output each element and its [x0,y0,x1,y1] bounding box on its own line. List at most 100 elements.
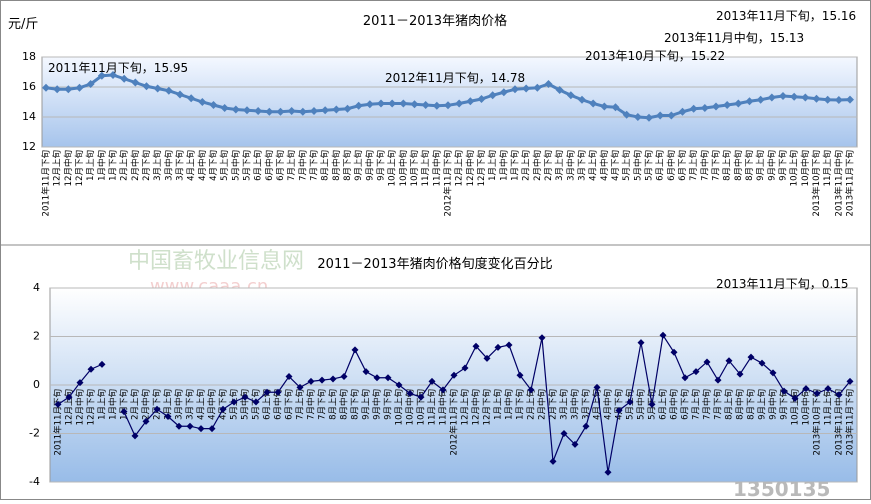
data-point [538,334,546,342]
data-point [142,417,150,425]
annotation: 2011年11月下旬，15.95 [48,61,188,75]
data-point [725,357,733,365]
data-point [450,371,458,379]
x-tick-label: 2013年11月中旬 [834,389,845,455]
data-point [689,104,698,113]
data-point [197,425,205,433]
x-tick-label: 12月下旬 [476,150,487,186]
x-tick-label: 2013年10月下旬 [811,150,822,216]
data-point [767,93,776,102]
x-tick-label: 7月上旬 [688,150,699,181]
x-tick-label: 3月下旬 [577,150,588,181]
data-point [362,368,370,376]
x-tick-label: 9月下旬 [376,150,387,181]
x-tick-label: 9月下旬 [383,389,394,420]
data-point [365,100,374,109]
x-tick-label: 6月上旬 [262,389,273,420]
data-point [209,101,218,109]
x-tick-label: 3月上旬 [152,150,163,181]
x-tick-label: 11月中旬 [438,389,449,425]
x-tick-label: 10月中旬 [801,389,812,425]
x-tick-label: 6月上旬 [655,150,666,181]
data-point [252,398,260,406]
x-tick-label: 8月下旬 [746,389,757,420]
x-tick-label: 2月下旬 [141,150,152,181]
x-tick-label: 3月中旬 [174,389,185,420]
x-tick-label: 2011年11月下旬 [53,389,64,455]
x-tick-label: 8月中旬 [733,150,744,181]
data-point [560,430,568,437]
data-point [406,389,414,397]
data-point [477,95,486,103]
data-point [439,386,447,394]
data-point [703,358,711,366]
data-point [756,95,765,104]
data-point [589,99,598,108]
data-point [395,381,403,389]
x-tick-label: 10月上旬 [394,389,405,425]
x-tick-label: 7月上旬 [295,389,306,420]
data-point [187,94,196,103]
data-point [813,389,821,397]
x-tick-label: 10月中旬 [800,150,811,186]
watermark: 中国畜牧业信息网 [128,249,304,274]
data-point [175,422,183,430]
data-point [310,107,318,115]
data-point [516,371,524,379]
x-tick-label: 7月下旬 [713,389,724,420]
data-point [527,386,535,394]
x-tick-label: 8月中旬 [735,389,746,420]
y-tick-label: 0 [33,378,40,391]
x-tick-label: 8月上旬 [328,389,339,420]
x-tick-label: 2013年11月下旬 [845,389,856,455]
x-tick-label: 7月中旬 [306,389,317,420]
x-tick-label: 12月上旬 [454,150,465,186]
data-point [835,391,843,399]
x-tick-label: 10月中旬 [405,389,416,425]
x-tick-label: 7月中旬 [699,150,710,181]
x-tick-label: 4月中旬 [603,389,614,420]
x-tick-label: 6月上旬 [658,389,669,420]
y-axis-label: 元/斤 [8,17,38,32]
data-point [285,373,293,381]
x-tick-label: 6月上旬 [253,150,264,181]
data-point [555,86,564,94]
x-tick-label: 3月中旬 [570,389,581,420]
data-point [571,440,579,448]
data-point [274,388,282,396]
x-tick-label: 7月下旬 [317,389,328,420]
data-point [421,101,430,109]
x-tick-label: 2月下旬 [152,389,163,420]
x-tick-label: 2月中旬 [130,150,141,181]
data-point [511,85,519,94]
x-tick-label: 9月上旬 [353,150,364,181]
x-tick-label: 4月中旬 [599,150,610,181]
x-tick-label: 6月中旬 [273,389,284,420]
x-tick-label: 5月中旬 [230,150,241,181]
annotation: 2013年11月下旬，0.15 [716,277,849,291]
x-tick-label: 7月上旬 [286,150,297,181]
x-tick-label: 10月上旬 [790,389,801,425]
x-tick-label: 2月上旬 [130,389,141,420]
x-tick-label: 11月中旬 [431,150,442,186]
x-tick-label: 9月中旬 [766,150,777,181]
x-tick-label: 1月下旬 [119,389,130,420]
data-point [779,92,787,100]
data-point [98,360,106,368]
data-point [736,370,744,378]
x-tick-label: 9月下旬 [778,150,789,181]
x-tick-label: 9月中旬 [364,150,375,181]
x-tick-label: 7月中旬 [702,389,713,420]
x-tick-label: 1月上旬 [97,389,108,420]
x-tick-label: 3月上旬 [559,389,570,420]
data-point [582,422,590,430]
x-tick-label: 1月下旬 [515,389,526,420]
data-point [432,101,441,110]
x-tick-label: 2013年10月下旬 [812,389,823,455]
y-tick-label: 4 [33,281,40,294]
x-tick-label: 8月下旬 [350,389,361,420]
x-tick-label: 7月上旬 [691,389,702,420]
x-tick-label: 1月上旬 [493,389,504,420]
data-point [604,468,612,476]
data-point [131,78,140,87]
